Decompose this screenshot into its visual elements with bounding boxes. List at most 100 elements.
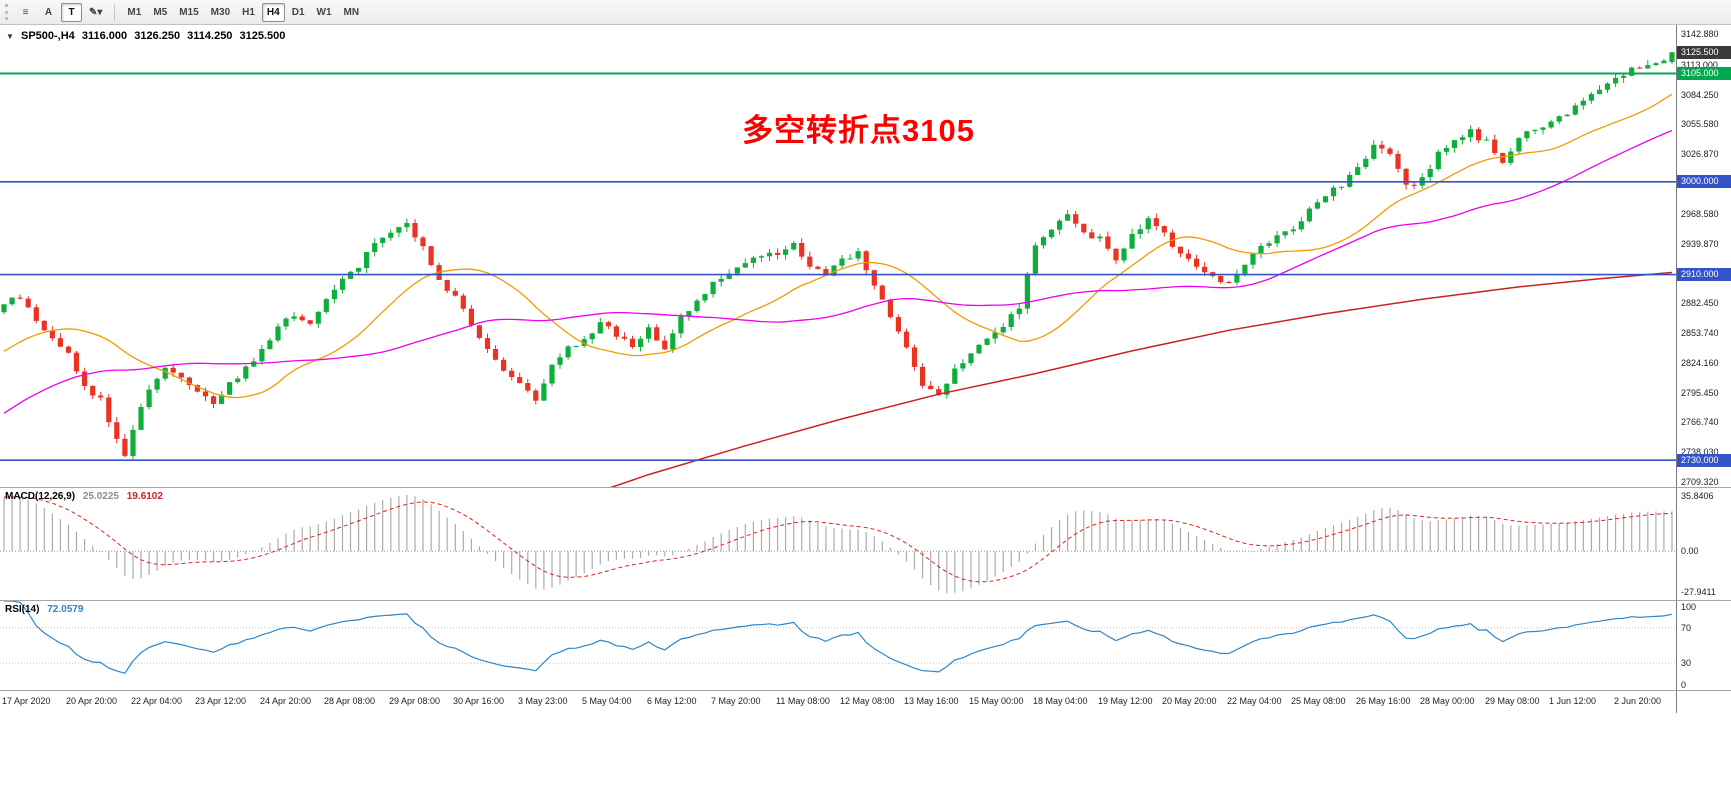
time-axis-label: 11 May 08:00 [776, 696, 830, 706]
price-scale[interactable]: 3142.880 3113.000 3084.250 3055.580 3026.870… [1676, 25, 1731, 487]
rsi-panel: RSI(14) 72.0579 100 70 30 0 [0, 600, 1731, 690]
time-axis-label: 28 Apr 08:00 [324, 696, 376, 706]
price-tick: 3113.000 [1681, 60, 1718, 70]
time-axis-label: 22 May 04:00 [1227, 696, 1282, 706]
time-axis-label: 7 May 20:00 [711, 696, 761, 706]
tool-arrow-a[interactable]: A [44, 6, 53, 18]
tool-shapes-dropdown[interactable]: ✎▾ [89, 6, 103, 18]
toolbar-grip[interactable] [5, 4, 9, 20]
price-tick: 2853.740 [1681, 328, 1719, 338]
price-tick: 2939.870 [1681, 239, 1719, 249]
timeframe-m1[interactable]: M1 [127, 6, 142, 18]
macd-signal-value: 19.6102 [126, 491, 163, 502]
price-tick: 2882.450 [1681, 298, 1719, 308]
price-tick: 2795.450 [1681, 388, 1719, 398]
price-tick: 2738.030 [1681, 447, 1719, 457]
price-tick: 3055.580 [1681, 119, 1719, 129]
time-axis-label: 28 May 00:00 [1420, 696, 1475, 706]
time-axis-label: 23 Apr 12:00 [195, 696, 247, 706]
macd-name: MACD(12,26,9) [5, 491, 76, 502]
ohlc-close: 3125.500 [239, 30, 286, 42]
price-tick: 2766.740 [1681, 417, 1719, 427]
tool-charts-list[interactable]: ≡ [22, 6, 29, 18]
hline-price-badge: 3105.000 [1677, 67, 1731, 80]
rsi-line [4, 601, 1673, 675]
candlestick-plot [0, 51, 1676, 487]
timeframe-mn[interactable]: MN [343, 6, 360, 18]
rsi-value: 72.0579 [47, 604, 84, 615]
timeframe-m5[interactable]: M5 [153, 6, 168, 18]
timeframe-h4[interactable]: H4 [261, 2, 285, 22]
time-axis-label: 25 May 08:00 [1291, 696, 1346, 706]
drawing-tools-group: ≡ A T ✎▾ [15, 2, 107, 22]
main-toolbar: ≡ A T ✎▾ M1 M5 M15 M30 H1 H4 D1 W1 MN [0, 0, 1731, 25]
time-axis-label: 12 May 08:00 [840, 696, 895, 706]
ohlc-high: 3126.250 [134, 30, 181, 42]
macd-scale-tick: 0.00 [1681, 546, 1699, 556]
time-axis-label: 20 Apr 20:00 [66, 696, 118, 706]
ohlc-low: 3114.250 [187, 30, 233, 42]
timeframe-d1[interactable]: D1 [291, 6, 305, 18]
chart-annotation-text[interactable]: 多空转折点3105 [742, 113, 975, 148]
chart-area: ▼ SP500-,H4 3116.000 3126.250 3114.250 3… [0, 25, 1731, 792]
price-tick: 2968.580 [1681, 209, 1719, 219]
time-axis-corner [1676, 691, 1731, 713]
timeframe-h1[interactable]: H1 [242, 6, 255, 18]
macd-panel: MACD(12,26,9) 25.0225 19.6102 35.8406 0.0… [0, 487, 1731, 600]
rsi-scale-tick: 70 [1681, 623, 1692, 633]
time-axis-label: 6 May 12:00 [647, 696, 697, 706]
time-axis-label: 2 Jun 20:00 [1614, 696, 1662, 706]
time-axis-label: 29 Apr 08:00 [389, 696, 441, 706]
bottom-spacer [0, 713, 1731, 792]
ohlc-open: 3116.000 [81, 30, 128, 42]
rsi-label: RSI(14) 72.0579 [5, 604, 88, 615]
timeframe-m30[interactable]: M30 [210, 6, 231, 18]
time-axis-label: 5 May 04:00 [582, 696, 632, 706]
macd-signal-line [3, 496, 1673, 583]
symbol-menu-icon[interactable]: ▼ [6, 32, 14, 41]
hline-price-badge: 2730.000 [1677, 454, 1731, 467]
toolbar-separator [114, 3, 116, 21]
price-tick: 3084.250 [1681, 90, 1719, 100]
hline-price-badge: 3000.000 [1677, 175, 1731, 188]
rsi-plot [0, 601, 1676, 675]
tool-text-box[interactable]: T [61, 2, 82, 22]
timeframe-w1[interactable]: W1 [316, 6, 332, 18]
time-axis-label: 26 May 16:00 [1356, 696, 1411, 706]
time-axis-label: 24 Apr 20:00 [260, 696, 312, 706]
macd-plot [0, 494, 1676, 594]
price-tick: 3142.880 [1681, 29, 1719, 39]
hline-price-badge: 2910.000 [1677, 268, 1731, 281]
time-axis-label: 19 May 12:00 [1098, 696, 1153, 706]
price-tick: 2709.320 [1681, 477, 1719, 487]
time-axis-label: 1 Jun 12:00 [1549, 696, 1597, 706]
rsi-scale-tick: 100 [1681, 602, 1697, 612]
price-chart-panel: ▼ SP500-,H4 3116.000 3126.250 3114.250 3… [0, 25, 1731, 487]
time-axis-label: 20 May 20:00 [1162, 696, 1217, 706]
time-axis-label: 13 May 16:00 [904, 696, 959, 706]
ma-mid [3, 129, 1673, 414]
macd-main-value: 25.0225 [82, 491, 119, 502]
time-axis-label: 15 May 00:00 [969, 696, 1024, 706]
rsi-scale-tick: 30 [1681, 658, 1692, 668]
macd-scale[interactable]: 35.8406 0.00 -27.9411 [1676, 488, 1731, 600]
time-axis[interactable]: 17 Apr 2020 20 Apr 20:00 22 Apr 04:00 23 Ap… [0, 690, 1731, 713]
rsi-scale[interactable]: 100 70 30 0 [1676, 601, 1731, 690]
ma-slow [609, 271, 1673, 487]
price-tick: 3026.870 [1681, 149, 1719, 159]
ma-fast [3, 93, 1673, 399]
time-axis-label: 18 May 04:00 [1033, 696, 1088, 706]
time-axis-label: 29 May 08:00 [1485, 696, 1540, 706]
time-axis-label: 3 May 23:00 [518, 696, 568, 706]
current-price-badge: 3125.500 [1677, 46, 1731, 59]
macd-label: MACD(12,26,9) 25.0225 19.6102 [5, 491, 168, 502]
time-axis-label: 30 Apr 16:00 [453, 696, 505, 706]
rsi-name: RSI(14) [5, 604, 40, 615]
time-axis-label: 17 Apr 2020 [2, 696, 51, 706]
chart-title: ▼ SP500-,H4 3116.000 3126.250 3114.250 3… [6, 30, 289, 42]
macd-scale-tick: 35.8406 [1681, 491, 1714, 501]
timeframe-m15[interactable]: M15 [179, 6, 199, 18]
symbol-timeframe-label: SP500-,H4 [20, 30, 75, 42]
time-axis-label: 22 Apr 04:00 [131, 696, 183, 706]
